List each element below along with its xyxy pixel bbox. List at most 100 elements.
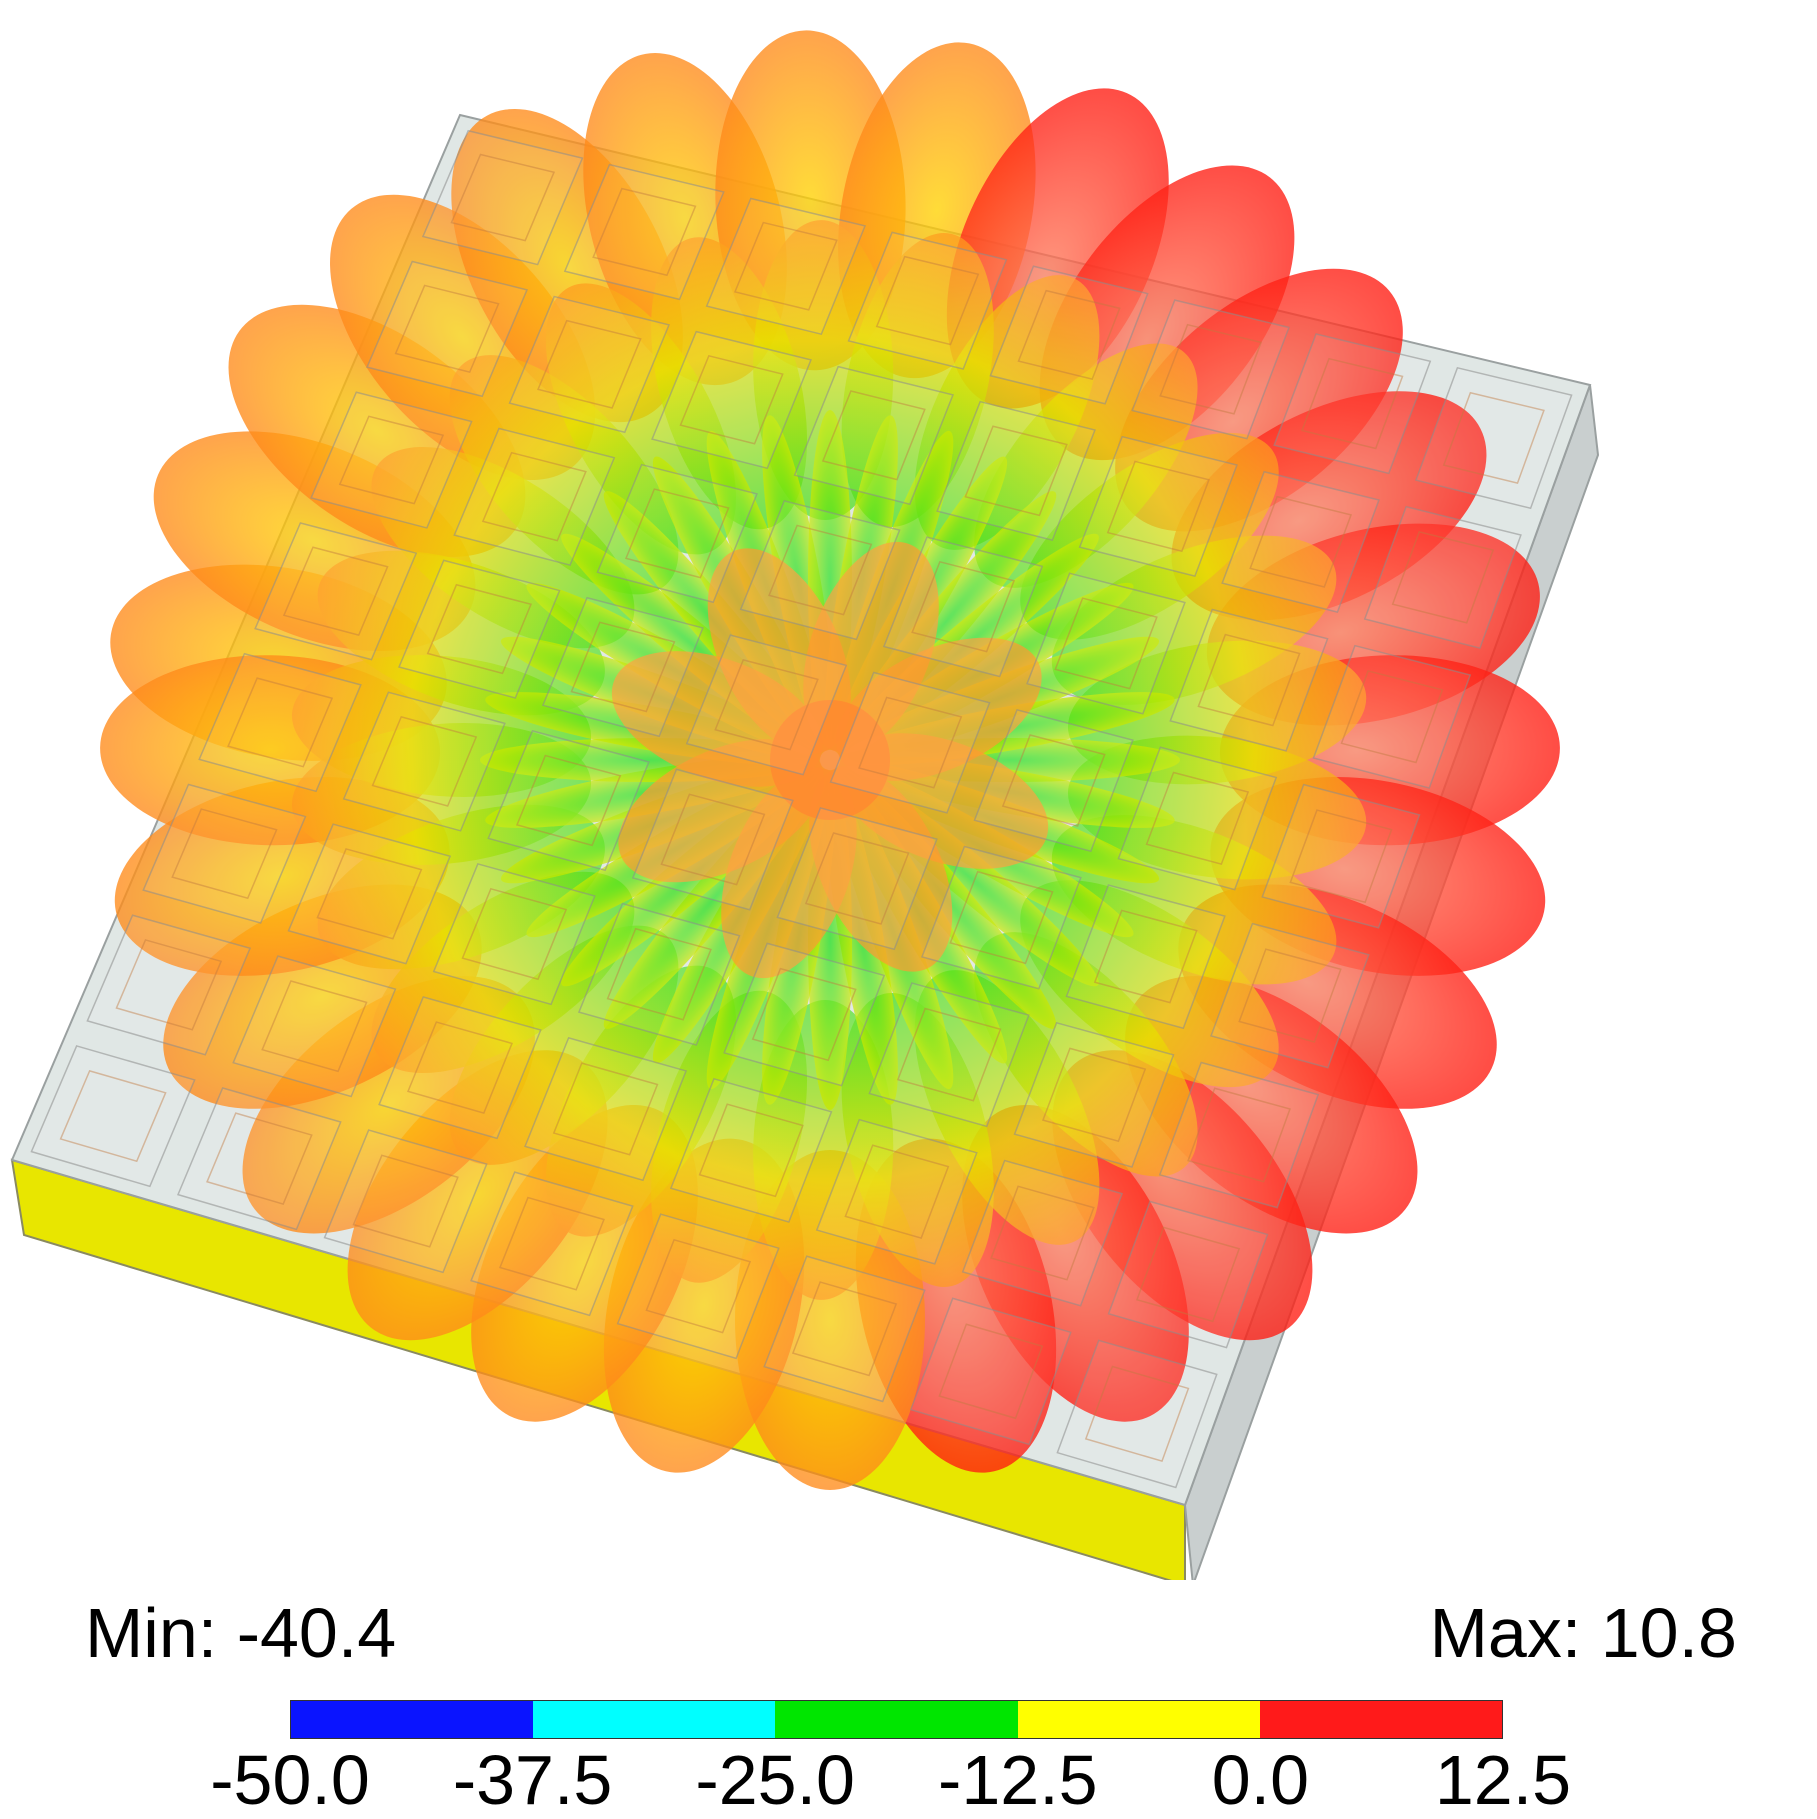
mid-lobe bbox=[1020, 432, 1279, 640]
antenna-element bbox=[1221, 470, 1380, 614]
patch-outline bbox=[407, 1021, 513, 1114]
mid-lobe bbox=[914, 275, 1100, 550]
radiation-pattern-3d-view bbox=[10, 30, 1600, 1580]
antenna-element bbox=[508, 295, 670, 434]
patch-outline bbox=[990, 1185, 1095, 1281]
patch-outline bbox=[1197, 633, 1301, 727]
color-scale-tick: 0.0 bbox=[1211, 1741, 1310, 1819]
patch-outline bbox=[679, 354, 784, 445]
patch-outline bbox=[804, 832, 910, 925]
antenna-element bbox=[487, 729, 650, 872]
mid-lobe bbox=[914, 970, 1100, 1245]
patch-outline bbox=[714, 658, 819, 751]
antenna-element bbox=[541, 596, 704, 738]
patch-outline bbox=[592, 187, 697, 277]
antenna-element bbox=[882, 536, 1044, 678]
antenna-element bbox=[310, 391, 473, 529]
patch-outline bbox=[751, 967, 857, 1062]
patch-outline bbox=[1041, 1047, 1147, 1143]
color-scale-segment bbox=[291, 1701, 534, 1738]
patch-outline bbox=[461, 887, 568, 981]
antenna-element bbox=[1261, 783, 1421, 929]
patch-outline bbox=[858, 696, 963, 789]
antenna-element bbox=[909, 1297, 1072, 1446]
patch-outline bbox=[938, 1323, 1044, 1420]
mid-lobe bbox=[449, 925, 679, 1165]
patch-outline bbox=[911, 560, 1016, 653]
patch-outline bbox=[115, 939, 223, 1031]
color-scale-tick: -50.0 bbox=[210, 1741, 370, 1819]
antenna-element bbox=[829, 671, 991, 814]
color-scale-tick: -12.5 bbox=[938, 1741, 1098, 1819]
antenna-element bbox=[287, 823, 452, 965]
antenna-element bbox=[1131, 299, 1290, 440]
antenna-element bbox=[763, 1255, 926, 1403]
patch-outline bbox=[660, 793, 766, 886]
antenna-element bbox=[1363, 505, 1522, 649]
antenna-element bbox=[1312, 644, 1472, 789]
patch-outline bbox=[426, 583, 533, 675]
antenna-element bbox=[176, 1087, 342, 1231]
antenna-element bbox=[1169, 608, 1329, 752]
patch-outline bbox=[698, 1103, 804, 1198]
antenna-element bbox=[793, 365, 954, 506]
patch-outline bbox=[282, 546, 389, 637]
antenna-element bbox=[323, 1129, 488, 1274]
patch-outline bbox=[875, 255, 980, 346]
antenna-element bbox=[989, 265, 1149, 405]
antenna-element bbox=[973, 708, 1134, 853]
patch-outline bbox=[59, 1069, 167, 1163]
antenna-element bbox=[1078, 435, 1238, 578]
antenna-element bbox=[1415, 366, 1573, 510]
antenna-element bbox=[342, 691, 506, 832]
antenna-element bbox=[432, 863, 596, 1006]
patch-outline bbox=[791, 1281, 898, 1377]
patch-outline bbox=[171, 808, 278, 900]
patch-outline bbox=[206, 1112, 313, 1205]
antenna-element bbox=[705, 197, 867, 336]
antenna-element bbox=[86, 914, 252, 1056]
patch-outline bbox=[450, 153, 556, 242]
patch-outline bbox=[537, 319, 642, 409]
patch-outline bbox=[1159, 323, 1263, 415]
antenna-element bbox=[563, 163, 725, 301]
patch-outline bbox=[1106, 460, 1210, 553]
antenna-element bbox=[776, 807, 938, 951]
antenna-element bbox=[1065, 884, 1226, 1030]
color-scale-tick: 12.5 bbox=[1434, 1741, 1572, 1819]
patch-outline bbox=[1249, 495, 1353, 588]
patch-outline bbox=[1145, 771, 1250, 865]
patch-outline bbox=[316, 848, 423, 940]
antenna-element-grid bbox=[30, 129, 1573, 1489]
patch-outline bbox=[570, 621, 676, 713]
patch-outline bbox=[964, 425, 1068, 517]
patch-outline bbox=[1391, 530, 1495, 624]
antenna-element bbox=[1056, 1339, 1218, 1489]
antenna-element bbox=[847, 231, 1008, 370]
min-value-label: Min: -40.4 bbox=[85, 1594, 397, 1672]
antenna-element bbox=[1026, 572, 1186, 715]
antenna-element bbox=[1117, 746, 1278, 891]
patch-outline bbox=[1301, 357, 1404, 450]
antenna-element bbox=[815, 1118, 978, 1265]
patch-outline bbox=[821, 390, 926, 481]
antenna-element bbox=[142, 783, 307, 924]
patch-outline bbox=[1093, 909, 1198, 1004]
antenna-element bbox=[596, 463, 758, 604]
patch-outline bbox=[1289, 809, 1393, 904]
patch-outline bbox=[552, 1062, 659, 1156]
patch-outline bbox=[227, 677, 334, 768]
antenna-element bbox=[398, 559, 561, 699]
antenna-element bbox=[651, 330, 812, 470]
antenna-element bbox=[1158, 1061, 1320, 1209]
antenna-element bbox=[577, 902, 741, 1046]
antenna-element bbox=[232, 955, 397, 1098]
antenna-element bbox=[723, 942, 886, 1087]
patch-outline bbox=[1135, 1226, 1241, 1323]
patch-outline bbox=[844, 1144, 950, 1239]
antenna-element bbox=[685, 634, 848, 776]
antenna-element bbox=[1273, 333, 1432, 475]
color-scale-segment bbox=[533, 1701, 776, 1738]
antenna-element bbox=[1013, 1021, 1175, 1168]
patch-outline bbox=[352, 1154, 459, 1248]
